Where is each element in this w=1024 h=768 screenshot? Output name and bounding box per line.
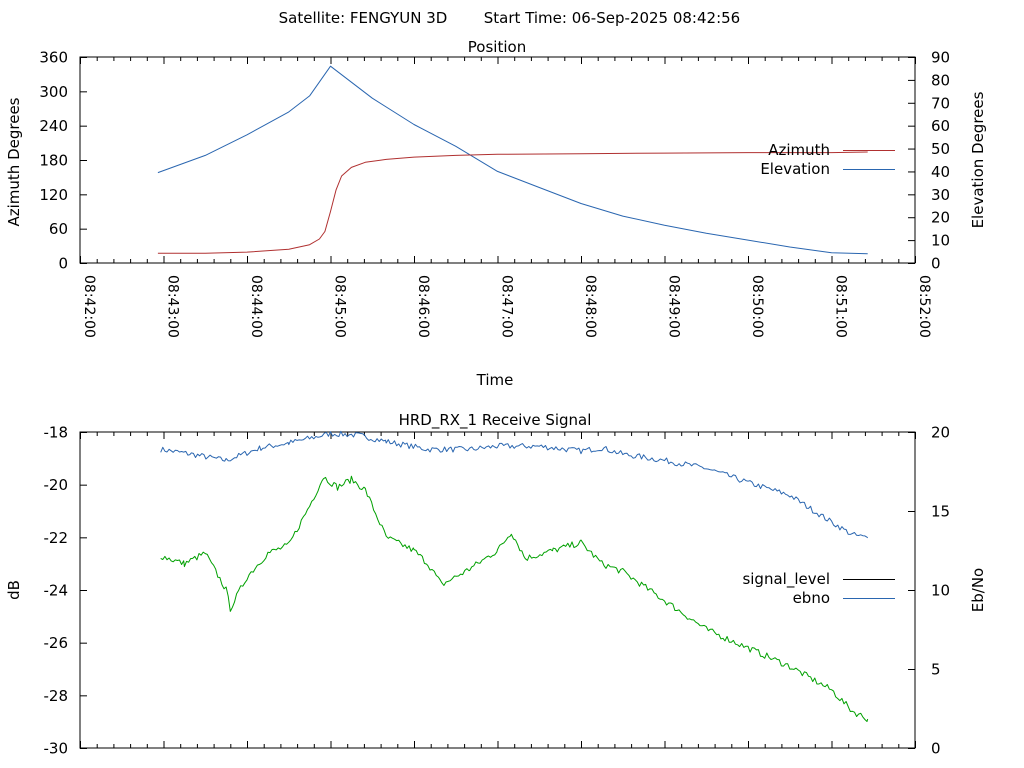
series-line-signal-level [160, 475, 869, 722]
y-tick-label: 180 [39, 152, 68, 170]
y2-tick-label: 10 [931, 232, 950, 250]
y-tick-label: -30 [44, 740, 69, 758]
legend-label: Azimuth [768, 141, 830, 159]
x-tick-label: 08:44:00 [248, 275, 264, 338]
x-tick-label: 08:52:00 [916, 275, 932, 338]
y2-tick-label: 0 [931, 255, 941, 273]
y-tick-label: -24 [44, 582, 69, 600]
y-tick-label: 120 [39, 186, 68, 204]
signal-chart-title: HRD_RX_1 Receive Signal [399, 411, 592, 430]
satellite-label: Satellite: FENGYUN 3D [279, 9, 448, 27]
x-tick-label: 08:49:00 [666, 275, 682, 338]
y-tick-label: -26 [44, 634, 69, 652]
y2-tick-label: 20 [931, 424, 950, 442]
y2-tick-label: 90 [931, 49, 950, 67]
y2-tick-label: 60 [931, 117, 950, 135]
y2-tick-label: 40 [931, 163, 950, 181]
position-y2-axis-label: Elevation Degrees [969, 91, 987, 228]
signal-chart: HRD_RX_1 Receive Signal dB Eb/No -30 -28 -… [5, 411, 987, 758]
position-chart: Position Time Azimuth Degrees Elevation … [5, 38, 987, 389]
y-tick-label: -28 [44, 687, 69, 705]
position-y-axis-label: Azimuth Degrees [5, 97, 23, 226]
position-chart-title: Position [468, 38, 526, 56]
y-tick-label: -22 [44, 529, 69, 547]
y2-tick-label: 15 [931, 503, 950, 521]
y-tick-label: 0 [58, 255, 68, 273]
x-tick-label: 08:48:00 [582, 275, 598, 338]
signal-y-axis-label: dB [5, 580, 23, 600]
x-tick-label: 08:45:00 [332, 275, 348, 338]
y2-tick-label: 10 [931, 582, 950, 600]
x-tick-label: 08:51:00 [833, 275, 849, 338]
y-tick-label: 360 [39, 49, 68, 67]
y-tick-label: 300 [39, 83, 68, 101]
y-tick-label: -18 [44, 424, 69, 442]
y2-tick-label: 50 [931, 140, 950, 158]
y2-tick-label: 0 [931, 740, 941, 758]
y2-tick-label: 70 [931, 94, 950, 112]
legend-label: ebno [793, 589, 830, 607]
y-tick-label: 60 [49, 220, 68, 238]
x-tick-label: 08:42:00 [81, 275, 97, 338]
y2-tick-label: 80 [931, 71, 950, 89]
plot-frame [79, 431, 916, 749]
x-tick-label: 08:46:00 [415, 275, 431, 338]
series-line-elevation [157, 65, 868, 255]
legend-label: Elevation [760, 160, 830, 178]
y-tick-label: 240 [39, 117, 68, 135]
x-tick-label: 08:50:00 [749, 275, 765, 338]
start-time-label: Start Time: 06-Sep-2025 08:42:56 [484, 9, 740, 27]
signal-y2-axis-label: Eb/No [969, 568, 987, 612]
legend-label: signal_level [742, 570, 830, 589]
series-line-ebno [160, 430, 869, 539]
y-tick-label: -20 [44, 476, 69, 494]
y2-tick-label: 5 [931, 661, 941, 679]
position-x-axis-label: Time [476, 371, 514, 389]
y2-tick-label: 30 [931, 186, 950, 204]
x-tick-label: 08:43:00 [165, 275, 181, 338]
y2-tick-label: 20 [931, 209, 950, 227]
x-tick-label: 08:47:00 [499, 275, 515, 338]
series-line-azimuth [157, 151, 868, 254]
